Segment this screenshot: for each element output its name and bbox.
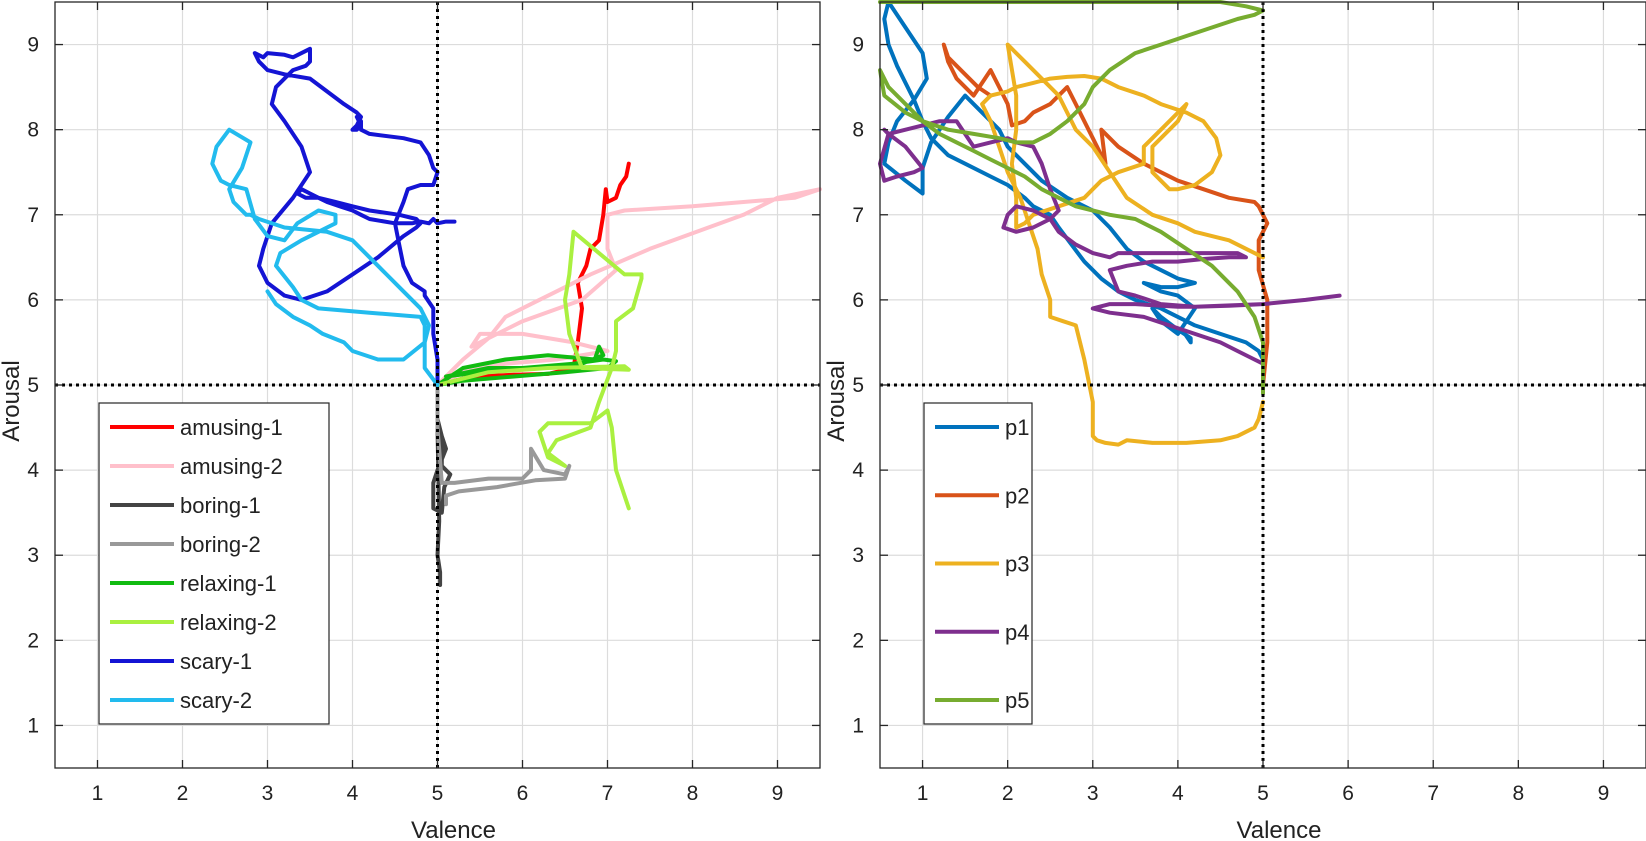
legend-label-relaxing-1: relaxing-1	[180, 571, 277, 596]
y-tick-label: 3	[852, 544, 864, 567]
y-tick-label: 4	[852, 459, 864, 482]
y-tick-label: 7	[27, 204, 39, 227]
series-line-boring-1	[431, 383, 453, 587]
legend-label-boring-2: boring-2	[180, 532, 261, 557]
legend: p1 p2 p3 p4 p5	[923, 402, 1033, 725]
legend-label-p3: p3	[1005, 552, 1029, 577]
x-tick-label: 8	[1512, 782, 1524, 805]
y-tick-label: 5	[852, 374, 864, 397]
x-tick-label: 7	[1427, 782, 1439, 805]
x-tick-label: 9	[1598, 782, 1610, 805]
legend: amusing-1 amusing-2 boring-1 boring-2 relaxi…	[98, 402, 330, 725]
legend-label-relaxing-2: relaxing-2	[180, 610, 277, 635]
x-tick-label: 4	[347, 782, 359, 805]
y-tick-label: 8	[852, 119, 864, 142]
y-tick-label: 9	[852, 34, 864, 57]
series-lines	[210, 46, 822, 587]
y-tick-label: 6	[27, 289, 39, 312]
legend-label-scary-2: scary-2	[180, 688, 252, 713]
legend-label-p1: p1	[1005, 415, 1029, 440]
y-tick-label: 7	[852, 204, 864, 227]
x-tick-label: 9	[772, 782, 784, 805]
series-line-p3	[980, 42, 1265, 447]
x-tick-label: 4	[1172, 782, 1184, 805]
series-line-scary-2	[210, 127, 440, 387]
chart-panel-2: 1 2 3 4 5 6 7 8 9 1 2 3 4 5 6 7 8 9 Valence Arousal p1 p2 p3 p4…	[823, 0, 1646, 841]
x-tick-label: 2	[177, 782, 189, 805]
series-line-boring-2	[435, 383, 572, 507]
series-line-relaxing-2	[435, 229, 644, 511]
x-tick-label: 7	[602, 782, 614, 805]
y-tick-label: 1	[27, 714, 39, 737]
x-tick-label: 5	[432, 782, 444, 805]
series-line-p4	[878, 119, 1342, 366]
y-tick-label: 2	[27, 629, 39, 652]
y-tick-label: 2	[852, 629, 864, 652]
legend-label-boring-1: boring-1	[180, 493, 261, 518]
x-tick-label: 5	[1257, 782, 1269, 805]
legend-label-amusing-2: amusing-2	[180, 454, 283, 479]
legend-label-p5: p5	[1005, 688, 1029, 713]
y-axis-label: Arousal	[0, 360, 25, 441]
y-tick-label: 6	[852, 289, 864, 312]
x-tick-label: 1	[917, 782, 929, 805]
x-axis-label: Valence	[1237, 817, 1322, 841]
x-tick-label: 3	[262, 782, 274, 805]
legend-label-p2: p2	[1005, 483, 1029, 508]
chart-panel-1: 1 2 3 4 5 6 7 8 9 1 2 3 4 5 6 7 8 9 Valence Arousal amusing-…	[0, 1, 822, 841]
y-tick-label: 3	[27, 544, 39, 567]
y-tick-label: 9	[27, 34, 39, 57]
y-axis-label: Arousal	[823, 360, 850, 441]
legend-label-scary-1: scary-1	[180, 649, 252, 674]
legend-label-amusing-1: amusing-1	[180, 415, 283, 440]
x-tick-label: 3	[1087, 782, 1099, 805]
x-tick-label: 6	[1342, 782, 1354, 805]
x-tick-label: 8	[687, 782, 699, 805]
x-tick-label: 6	[517, 782, 529, 805]
y-tick-label: 1	[852, 714, 864, 737]
y-tick-label: 8	[27, 119, 39, 142]
series-line-amusing-2	[435, 187, 822, 387]
x-axis-label: Valence	[411, 817, 496, 841]
y-tick-label: 5	[27, 374, 39, 397]
y-tick-label: 4	[27, 459, 39, 482]
x-tick-label: 2	[1002, 782, 1014, 805]
legend-label-p4: p4	[1005, 620, 1029, 645]
x-tick-label: 1	[92, 782, 104, 805]
legend-box	[98, 402, 330, 725]
